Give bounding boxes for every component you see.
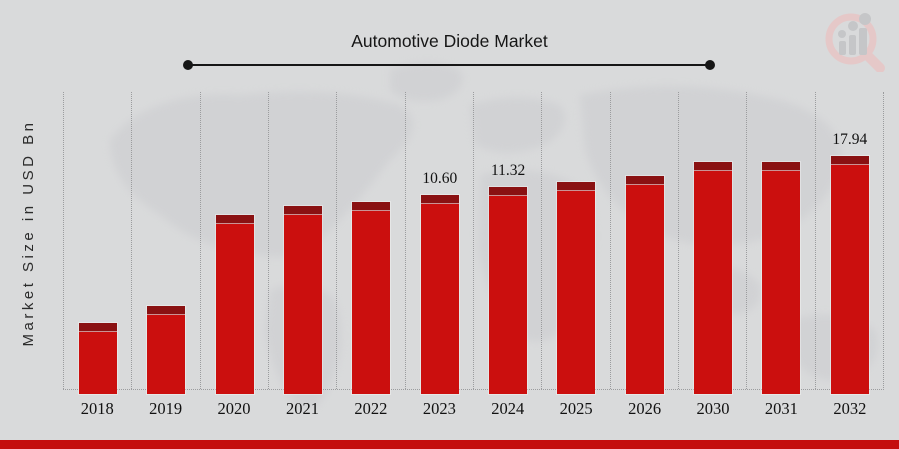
bar-2021 (284, 206, 323, 394)
plot-area: 10.60 11.32 17.94 (63, 92, 884, 394)
bar-cap-2022 (352, 202, 391, 211)
chart-slot-2021 (268, 92, 337, 394)
x-tick-label-2019: 2019 (149, 399, 183, 418)
bar-cap-2032 (830, 156, 869, 165)
data-label-2024: 11.32 (491, 162, 526, 179)
bar-2023 (420, 195, 459, 394)
title-underline-right-dot (705, 60, 715, 70)
bar-cap-2019 (147, 306, 186, 315)
bar-cap-2026 (625, 176, 664, 185)
title-underline (183, 60, 715, 70)
x-tick-label-2032: 2032 (833, 399, 867, 418)
chart-slot-2024: 11.32 (473, 92, 542, 394)
chart-slot-2019 (131, 92, 200, 394)
bar-cap-2031 (762, 162, 801, 171)
bar-2018 (79, 323, 118, 394)
x-tick-label-2022: 2022 (354, 399, 388, 418)
bar-cap-2025 (557, 182, 596, 191)
bar-cap-2024 (489, 187, 528, 196)
footer-accent-bar (0, 440, 899, 449)
x-tick-label-2023: 2023 (422, 399, 456, 418)
bar-cap-2023 (420, 195, 459, 204)
x-axis-labels: 2018 2019 2020 2021 2022 2023 2024 2025 2026 2030… (63, 399, 884, 419)
chart-title: Automotive Diode Market (351, 31, 548, 51)
bar-2020 (215, 215, 254, 394)
y-axis-title: Market Size in USD Bn (20, 119, 37, 347)
chart-slot-2030 (678, 92, 747, 394)
bar-cap-2030 (694, 162, 733, 171)
x-tick-label-2030: 2030 (696, 399, 730, 418)
chart-slot-2025 (541, 92, 610, 394)
bar-cap-2021 (284, 206, 323, 215)
x-tick-label-2025: 2025 (559, 399, 593, 418)
x-tick-label-2020: 2020 (217, 399, 251, 418)
data-label-2032: 17.94 (832, 131, 868, 148)
x-tick-label-2021: 2021 (285, 399, 319, 418)
x-tick-label-2024: 2024 (491, 399, 525, 418)
bar-2031 (762, 162, 801, 394)
bar-2019 (147, 306, 186, 394)
x-tick-label-2018: 2018 (80, 399, 114, 418)
bar-2026 (625, 176, 664, 394)
bar-2030 (694, 162, 733, 394)
data-label-2023: 10.60 (422, 170, 458, 187)
bar-2022 (352, 202, 391, 394)
bar-2024 (489, 187, 528, 394)
chart-slot-2032: 17.94 (814, 92, 884, 394)
chart-slot-2020 (199, 92, 269, 394)
x-tick-label-2031: 2031 (764, 399, 798, 418)
bar-2025 (557, 182, 596, 394)
chart-slot-2023: 10.60 (404, 92, 474, 394)
chart-slot-2026 (609, 92, 679, 394)
title-underline-left-dot (183, 60, 193, 70)
bar-2032 (830, 156, 869, 394)
chart-slot-2031 (746, 92, 815, 394)
x-tick-label-2026: 2026 (628, 399, 662, 418)
chart-slot-2022 (336, 92, 405, 394)
bar-cap-2020 (215, 215, 254, 224)
chart-slot-2018 (63, 92, 132, 394)
magnifier-bar-chart-logo-icon (825, 13, 885, 72)
bar-cap-2018 (79, 323, 118, 332)
